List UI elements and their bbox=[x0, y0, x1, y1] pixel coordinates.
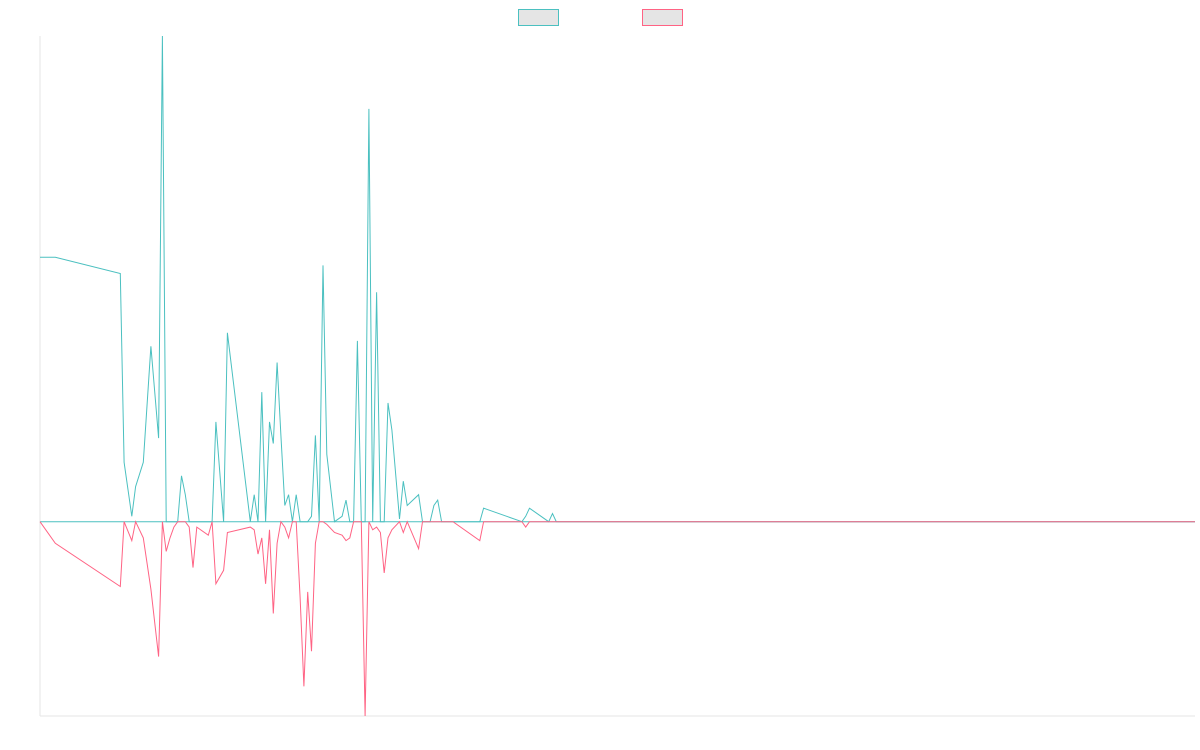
legend-swatch-2[interactable] bbox=[642, 9, 683, 26]
legend bbox=[518, 9, 683, 26]
legend-swatch-1[interactable] bbox=[518, 9, 559, 26]
series-line-1 bbox=[40, 35, 1195, 523]
series-line-2 bbox=[39, 520, 1195, 717]
series-layer bbox=[39, 35, 1195, 717]
